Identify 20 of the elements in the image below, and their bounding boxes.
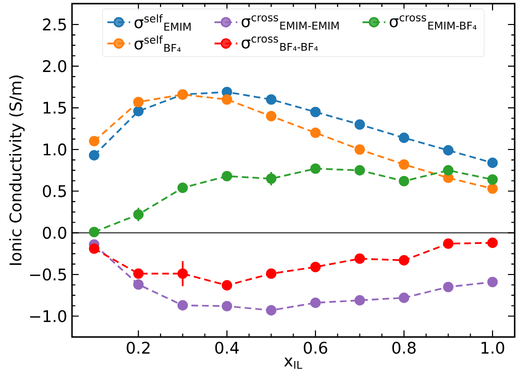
y-tick-label: 1.0 [44, 143, 66, 156]
legend-label: σ$^{self}$BF₄ [134, 36, 181, 52]
y-tick-label: 0.5 [42, 185, 66, 198]
y-tick-label: 1.5 [44, 102, 66, 114]
y-tick-label: 2.0 [43, 60, 66, 72]
x-tick-label: 0.2 [126, 342, 150, 354]
legend-label: σ$^{cross}$EMIM-EMIM [242, 15, 339, 30]
legend-label: σ$^{cross}$EMIM-BF₄ [390, 15, 476, 30]
y-tick-label: −1.0 [30, 310, 66, 322]
y-axis-title: Ionic Conductivity (S/m) [9, 76, 25, 265]
x-tick-label: 0.6 [304, 342, 328, 354]
legend-label: σ$^{cross}$BF₄-BF₄ [242, 36, 318, 51]
x-tick-label: 0.4 [215, 342, 239, 354]
y-tick-label: −0.5 [30, 268, 66, 281]
y-tick-label: 0.0 [42, 226, 66, 239]
legend-label: σ$^{self}$EMIM [134, 14, 191, 31]
y-tick-label: 2.5 [43, 18, 66, 31]
x-tick-label: 1.0 [482, 342, 504, 354]
x-axis-title: x$_{IL}$ [284, 358, 302, 369]
x-tick-label: 0.8 [392, 342, 416, 354]
